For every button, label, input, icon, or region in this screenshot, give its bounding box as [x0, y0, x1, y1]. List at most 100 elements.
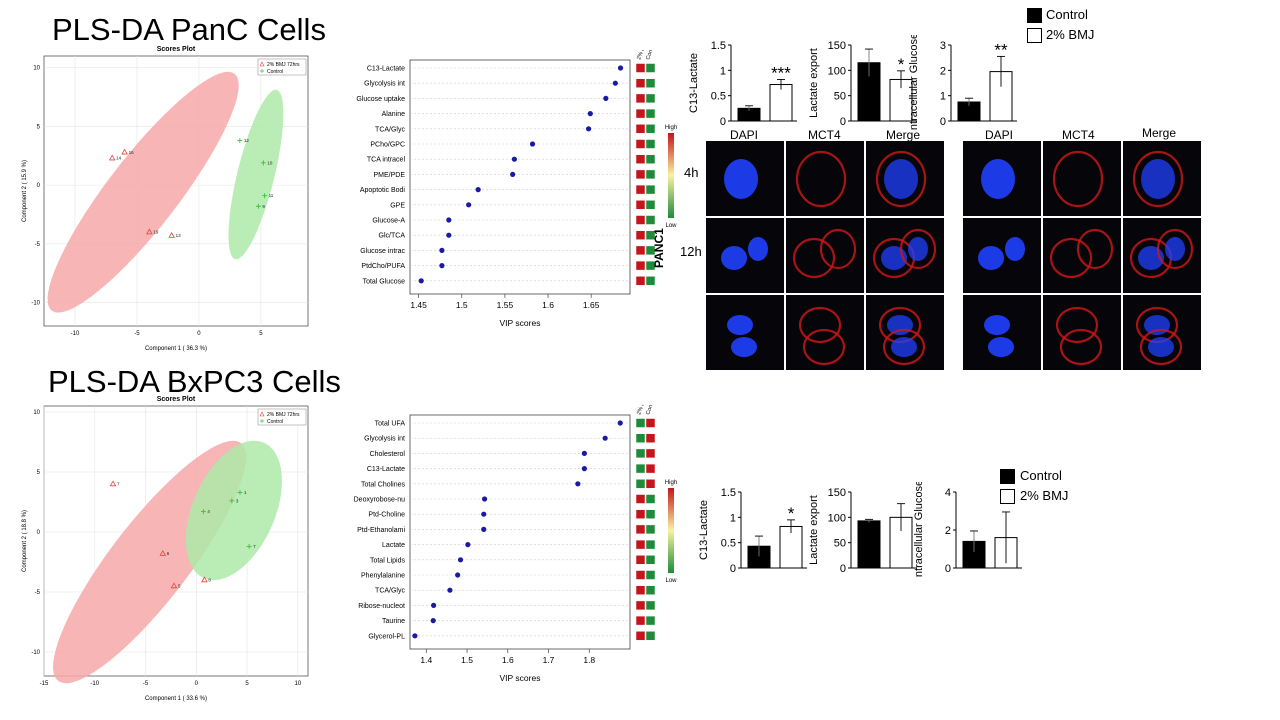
significance-stars: ** — [994, 40, 1008, 59]
point-label: 16 — [129, 150, 135, 155]
vip-point — [575, 481, 581, 487]
point-label: 7 — [117, 482, 120, 487]
bar-control — [857, 520, 881, 569]
merge-image — [1129, 228, 1194, 279]
bmj-point — [146, 228, 153, 235]
point-label: 10 — [267, 160, 273, 165]
legend-bmj-label: 2% BMJ — [1046, 27, 1095, 42]
heatmap-cell — [635, 93, 646, 104]
vip-x-tick-label: 1.4 — [420, 655, 432, 665]
vip-point — [511, 156, 517, 162]
panc-c13-lactate-bar-chart: 0 0.5 1 1.5 *** C13-Lactate — [688, 40, 797, 128]
mct4-image — [1055, 306, 1103, 366]
micrograph-dapi — [963, 141, 1041, 216]
heatmap-cell — [635, 524, 646, 535]
bxpc3-title: PLS-DA BxPC3 Cells — [48, 364, 341, 399]
y-tick-label: -5 — [35, 590, 41, 596]
x-tick-label: 5 — [245, 681, 249, 687]
control-ellipse — [228, 89, 284, 260]
dapi-image — [724, 159, 758, 199]
micrograph-merge — [1123, 295, 1201, 370]
bar-y-axis-label: Intracellular Glucose — [913, 482, 925, 578]
x-tick-label: 0 — [197, 331, 201, 337]
bxpc3-scores-plot: Scores Plot -15 -10 -5 0 5 10 -10 -5 0 5 10 7 6 5 8 13 4 7… — [22, 396, 309, 702]
micrograph-mct4 — [786, 218, 864, 293]
bar-y-tick-label: 0 — [840, 116, 846, 128]
heatmap-cell — [635, 570, 646, 580]
legend-bmj-label-bottom: 2% BMJ — [1020, 488, 1069, 503]
micrograph-dapi — [963, 295, 1041, 370]
legend-control-text: Control — [267, 419, 283, 425]
heatmap-cell — [645, 245, 656, 256]
bar-y-tick-label: 3 — [940, 40, 946, 52]
scores-title: Scores Plot — [157, 46, 196, 53]
bar-y-tick-label: 1.5 — [711, 40, 726, 52]
vip-point — [446, 217, 452, 223]
time-label-12h: 12h — [680, 244, 702, 259]
merge-label-left: Merge — [886, 128, 921, 142]
heatmap-cell — [635, 509, 646, 519]
micrograph-dapi — [706, 218, 784, 293]
bar-y-tick-label: 2 — [940, 65, 946, 77]
x-axis-label: Component 1 ( 36.3 %) — [145, 346, 207, 352]
bmj-point — [159, 549, 167, 556]
vip-point — [465, 542, 471, 548]
colorbar — [668, 488, 674, 573]
x-tick-label: -10 — [90, 681, 99, 687]
bar-y-tick-label: 100 — [828, 512, 846, 524]
vip-x-axis-label: VIP scores — [500, 673, 541, 683]
bmj-point — [168, 231, 175, 238]
heatmap-cell — [645, 78, 656, 88]
bar-y-tick-label: 0 — [940, 116, 946, 128]
vip-frame — [409, 59, 631, 295]
mct4-label-right: MCT4 — [1062, 128, 1095, 142]
vip-feature-label: Taurine — [382, 618, 405, 625]
vip-point — [617, 65, 624, 71]
point-label: 3 — [236, 498, 239, 503]
bar-y-tick-label: 2 — [945, 525, 951, 537]
heatmap-cell — [635, 615, 646, 626]
merge-image — [875, 150, 927, 208]
legend-control-label: Control — [1046, 7, 1088, 22]
significance-stars: * — [898, 55, 905, 74]
vip-x-tick-label: 1.45 — [410, 300, 427, 310]
y-tick-label: 10 — [33, 410, 40, 416]
x-tick-label: -5 — [134, 331, 140, 337]
vip-point — [446, 232, 452, 238]
significance-stars: * — [788, 504, 795, 523]
vip-feature-label: PCho/GPC — [370, 142, 405, 149]
bar-y-tick-label: 1 — [940, 91, 946, 103]
vip-feature-label: Glucose uptake — [356, 96, 405, 103]
heatmap-cell — [635, 200, 646, 210]
heatmap-cell — [635, 230, 646, 240]
colorbar-high-label: High — [665, 125, 677, 131]
micrograph-merge — [866, 141, 944, 216]
vip-point — [481, 511, 487, 517]
heatmap-cell — [645, 184, 656, 195]
heatmap-cell — [635, 260, 646, 271]
heatmap-cell — [645, 600, 656, 611]
point-label: 11 — [269, 193, 274, 198]
bmj-point — [201, 576, 208, 583]
vip-feature-label: Phenylalanine — [361, 573, 405, 580]
micrograph-dapi — [963, 218, 1041, 293]
vip-feature-label: GPE — [390, 202, 405, 209]
vip-x-tick-label: 1.6 — [542, 300, 554, 310]
control-point — [255, 203, 261, 209]
merge-image — [878, 306, 926, 366]
vip-x-tick-label: 1.65 — [583, 300, 600, 310]
vip-feature-label: Lactate — [382, 542, 405, 549]
legend-bmj-swatch — [1027, 28, 1042, 43]
legend-bmj-marker — [259, 411, 265, 417]
control-point — [246, 543, 252, 549]
significance-stars: *** — [771, 63, 791, 82]
point-label: 13 — [176, 233, 182, 238]
scores-title: Scores Plot — [157, 396, 196, 403]
mct4-image — [1052, 150, 1104, 208]
vip-point — [439, 247, 445, 253]
heatmap-cell — [635, 494, 646, 504]
vip-point — [529, 141, 536, 147]
mct4-image — [798, 306, 846, 366]
x-tick-label: 0 — [195, 681, 199, 687]
bar-y-tick-label: 150 — [828, 487, 846, 499]
